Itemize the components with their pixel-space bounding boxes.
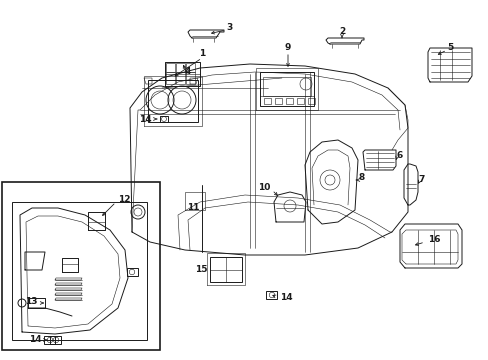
Bar xyxy=(264,98,270,104)
Text: 1: 1 xyxy=(199,49,204,58)
Bar xyxy=(263,77,310,96)
Bar xyxy=(176,63,184,72)
Text: 16: 16 xyxy=(427,235,440,244)
Bar xyxy=(12,202,147,340)
Bar xyxy=(176,72,184,84)
Bar xyxy=(126,268,137,276)
Text: 15: 15 xyxy=(195,266,207,274)
Bar xyxy=(50,336,61,344)
Text: 4: 4 xyxy=(184,68,191,77)
Bar xyxy=(260,72,313,106)
Bar xyxy=(307,98,314,104)
Bar xyxy=(2,182,160,350)
Text: 13: 13 xyxy=(25,297,38,306)
Text: 14: 14 xyxy=(139,114,152,123)
Text: 6: 6 xyxy=(396,150,402,159)
Text: 7: 7 xyxy=(418,175,425,184)
Text: 2: 2 xyxy=(338,27,345,36)
Bar xyxy=(185,72,195,84)
Bar xyxy=(209,257,242,282)
Text: 9: 9 xyxy=(284,44,290,53)
Text: 12: 12 xyxy=(118,195,130,204)
Text: 14: 14 xyxy=(280,293,292,302)
Text: 10: 10 xyxy=(257,184,269,193)
Text: 3: 3 xyxy=(226,23,233,32)
Bar xyxy=(44,336,55,344)
Bar xyxy=(285,98,292,104)
Bar xyxy=(148,80,198,122)
Text: 11: 11 xyxy=(187,203,200,212)
Text: 5: 5 xyxy=(446,44,452,53)
Bar xyxy=(185,63,195,72)
Bar xyxy=(296,98,304,104)
Bar xyxy=(274,98,282,104)
Text: 14: 14 xyxy=(29,336,42,345)
Text: 8: 8 xyxy=(358,174,365,183)
Bar xyxy=(165,72,175,84)
Bar xyxy=(165,63,175,72)
Bar xyxy=(266,291,277,299)
